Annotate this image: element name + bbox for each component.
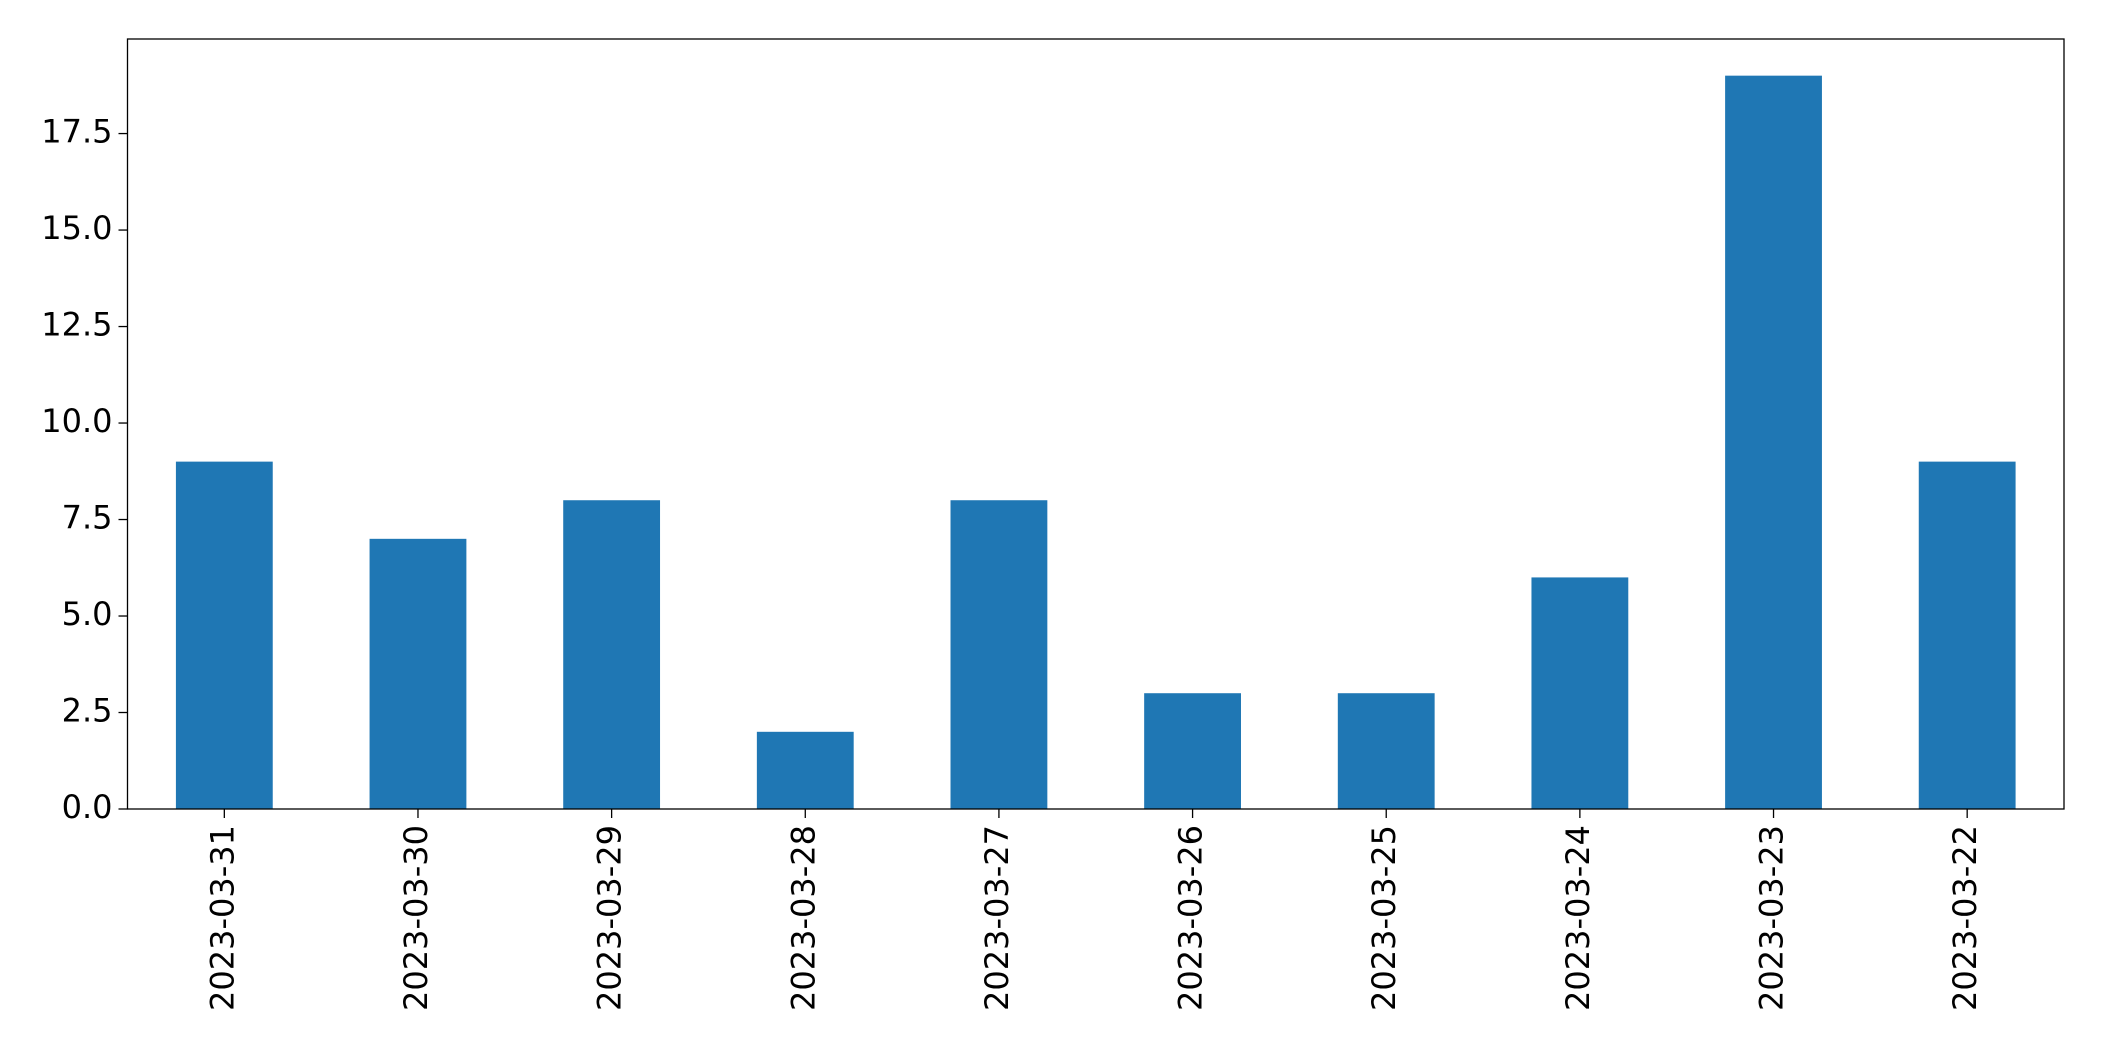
bar bbox=[756, 731, 854, 809]
x-tick-label: 2023-03-25 bbox=[1365, 825, 1403, 1011]
y-tick-label: 15.0 bbox=[41, 209, 112, 247]
x-tick-label: 2023-03-28 bbox=[784, 825, 822, 1011]
x-tick-label: 2023-03-29 bbox=[591, 825, 629, 1011]
x-tick-label: 2023-03-24 bbox=[1559, 825, 1597, 1011]
y-tick-label: 10.0 bbox=[41, 402, 112, 440]
y-tick-label: 5.0 bbox=[62, 595, 113, 633]
bar bbox=[563, 500, 661, 809]
y-tick-label: 2.5 bbox=[62, 692, 113, 730]
x-tick-label: 2023-03-30 bbox=[397, 825, 435, 1011]
y-tick-label: 17.5 bbox=[41, 113, 112, 151]
bar bbox=[1337, 693, 1435, 809]
bar bbox=[1144, 693, 1241, 809]
x-tick-label: 2023-03-27 bbox=[978, 825, 1016, 1011]
x-tick-label: 2023-03-31 bbox=[203, 825, 241, 1011]
bar bbox=[1531, 577, 1629, 809]
bar bbox=[369, 538, 467, 809]
bar bbox=[950, 500, 1048, 809]
bar bbox=[1725, 75, 1822, 809]
bar bbox=[175, 461, 273, 809]
y-tick-label: 7.5 bbox=[62, 499, 113, 537]
x-tick-label: 2023-03-26 bbox=[1172, 825, 1210, 1011]
x-tick-label: 2023-03-22 bbox=[1946, 825, 1984, 1011]
bar bbox=[1918, 461, 2016, 809]
y-tick-label: 12.5 bbox=[41, 306, 112, 344]
y-tick-label: 0.0 bbox=[62, 788, 113, 826]
plot-frame bbox=[126, 38, 2065, 810]
x-tick-label: 2023-03-23 bbox=[1753, 825, 1791, 1011]
